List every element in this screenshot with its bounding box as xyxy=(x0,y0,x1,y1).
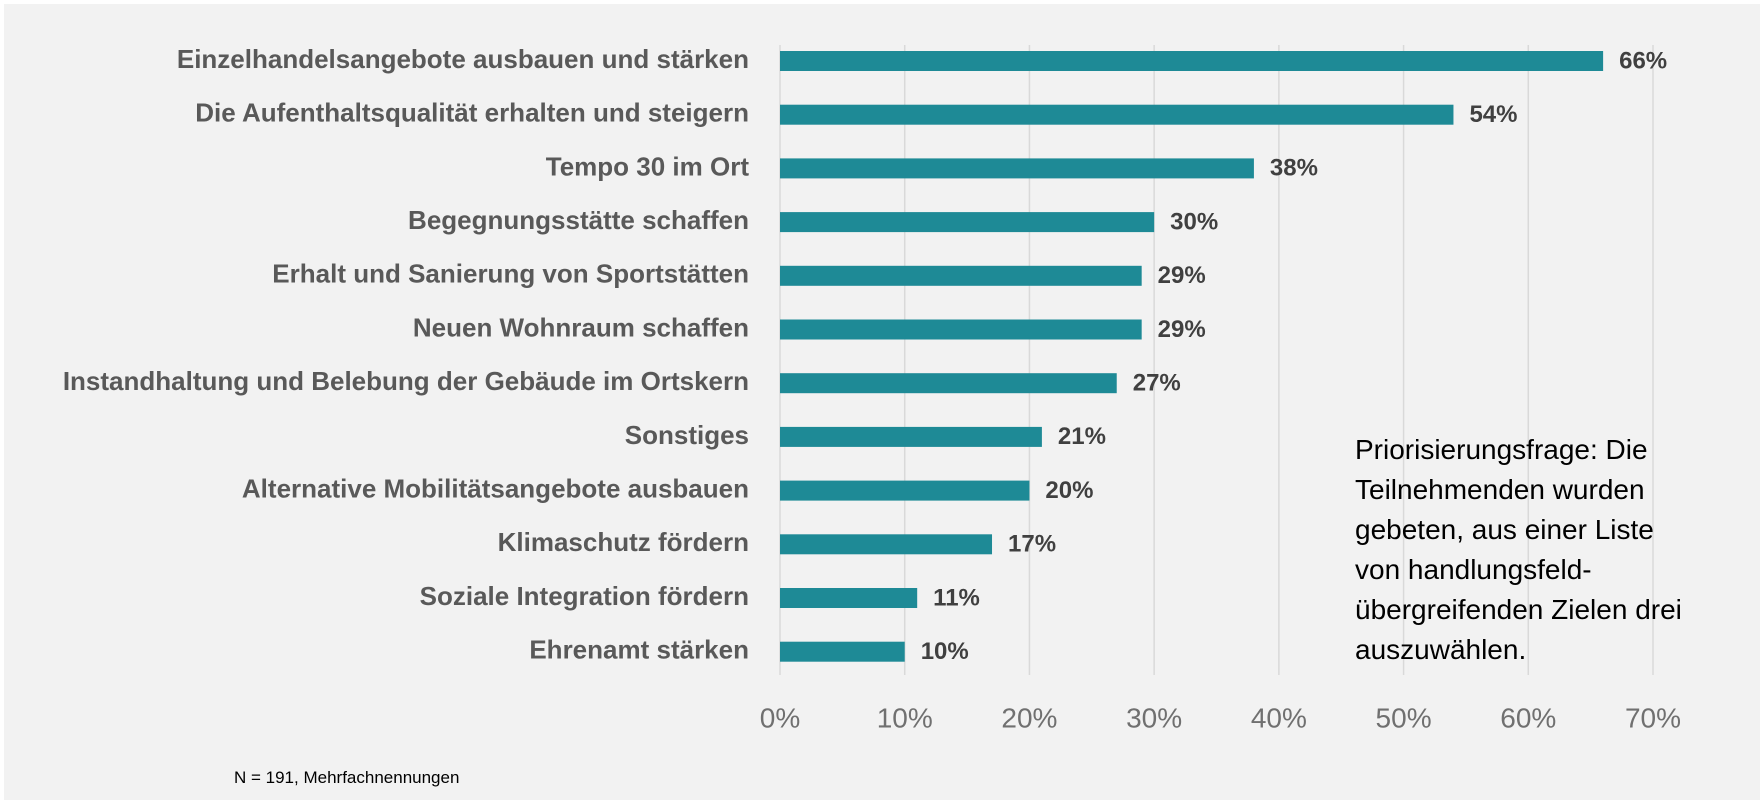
category-label: Soziale Integration fördern xyxy=(420,581,749,611)
value-label: 21% xyxy=(1058,423,1106,450)
x-tick-label: 40% xyxy=(1251,702,1307,733)
category-label: Instandhaltung und Belebung der Gebäude … xyxy=(63,366,749,396)
category-label: Ehrenamt stärken xyxy=(529,635,749,665)
value-label: 10% xyxy=(921,638,969,665)
category-label: Die Aufenthaltsqualität erhalten und ste… xyxy=(195,98,749,128)
category-label: Sonstiges xyxy=(625,420,749,450)
bar xyxy=(780,212,1155,233)
value-label: 17% xyxy=(1008,531,1056,558)
bar xyxy=(780,480,1030,501)
category-label: Klimaschutz fördern xyxy=(498,527,749,557)
category-label: Einzelhandelsangebote ausbauen und stärk… xyxy=(177,44,749,74)
footnote: N = 191, Mehrfachnennungen xyxy=(234,768,460,787)
category-label: Erhalt und Sanierung von Sportstätten xyxy=(272,259,749,289)
x-tick-label: 0% xyxy=(760,702,800,733)
background xyxy=(4,4,1760,800)
value-label: 54% xyxy=(1469,101,1517,128)
x-tick-label: 20% xyxy=(1001,702,1057,733)
x-tick-label: 30% xyxy=(1126,702,1182,733)
value-label: 38% xyxy=(1270,155,1318,182)
x-tick-label: 60% xyxy=(1500,702,1556,733)
bar xyxy=(780,104,1454,125)
category-label: Begegnungsstätte schaffen xyxy=(408,205,749,235)
value-label: 11% xyxy=(933,584,980,611)
bar xyxy=(780,588,918,608)
value-label: 29% xyxy=(1158,262,1206,289)
bar xyxy=(780,373,1117,394)
bar xyxy=(780,265,1142,286)
x-tick-label: 50% xyxy=(1376,702,1432,733)
bar xyxy=(780,158,1254,179)
value-label: 66% xyxy=(1619,47,1667,74)
x-tick-label: 70% xyxy=(1625,702,1681,733)
category-label: Alternative Mobilitätsangebote ausbauen xyxy=(242,473,749,503)
x-tick-label: 10% xyxy=(877,702,933,733)
annotation: Priorisierungsfrage: Die Teilnehmenden w… xyxy=(1355,434,1682,665)
value-label: 29% xyxy=(1158,316,1206,343)
bar xyxy=(780,534,993,555)
value-label: 20% xyxy=(1045,477,1093,504)
bar xyxy=(780,319,1142,340)
bar xyxy=(780,426,1042,447)
category-label: Neuen Wohnraum schaffen xyxy=(413,312,749,342)
bar xyxy=(780,641,905,662)
bar xyxy=(780,51,1604,71)
value-label: 27% xyxy=(1133,370,1181,397)
category-label: Tempo 30 im Ort xyxy=(546,151,750,181)
value-label: 30% xyxy=(1170,208,1218,235)
